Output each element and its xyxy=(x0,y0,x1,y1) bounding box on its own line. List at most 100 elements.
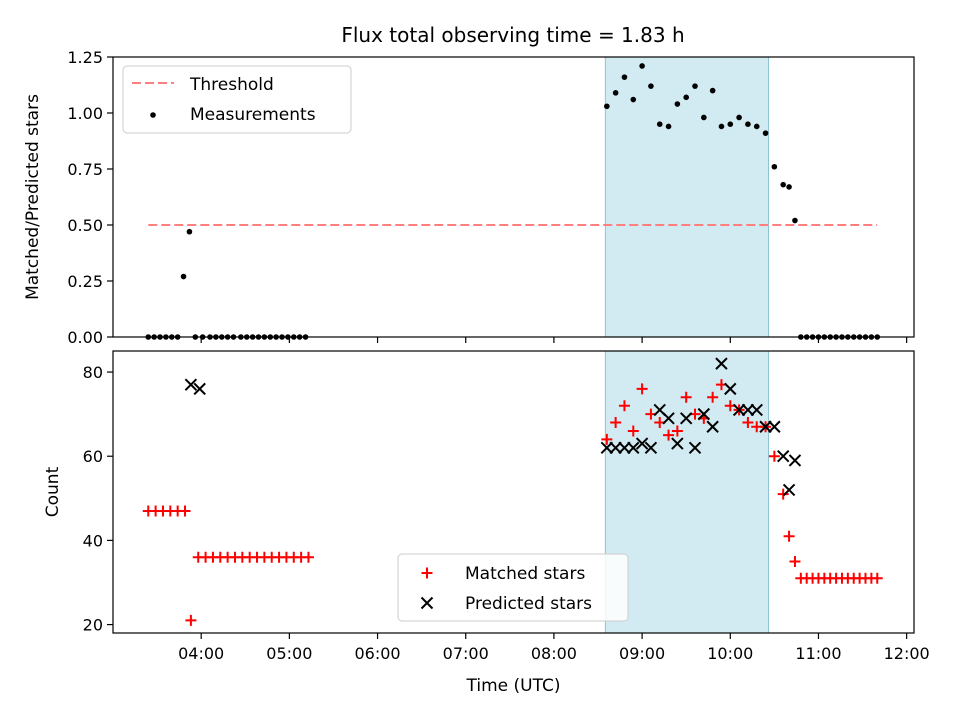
matched-star-point xyxy=(610,417,622,429)
legend-box xyxy=(122,65,352,134)
predicted-star-point xyxy=(671,437,684,450)
matched-star-point xyxy=(618,400,630,412)
matched-star-point xyxy=(871,572,883,584)
predicted-star-point xyxy=(679,412,693,425)
matched-star-point xyxy=(680,391,692,403)
y-tick-label: 20 xyxy=(83,616,103,635)
x-tick-label: 08:00 xyxy=(531,644,577,663)
matched-star-point xyxy=(768,450,780,462)
bottom-axes-frame xyxy=(112,350,915,634)
top-legend: Threshold Measurements xyxy=(122,65,352,134)
measurement-point xyxy=(786,184,792,190)
measurement-point xyxy=(639,63,645,69)
predicted-star-point xyxy=(724,382,737,396)
predicted-star-point xyxy=(741,403,755,417)
bottom-axes: 20 40 60 80 04:00 05:00 06:00 07:00 08:00 09:00 10… xyxy=(83,363,930,663)
legend-predicted-label: Predicted stars xyxy=(465,594,592,614)
legend-threshold-label: Threshold xyxy=(189,75,274,95)
measurement-point xyxy=(674,101,681,107)
predicted-star-point xyxy=(644,441,658,455)
top-axes: 0.00 0.25 0.50 0.75 1.00 1.25 xyxy=(67,48,908,347)
measurement-point xyxy=(612,90,619,96)
measurement-point xyxy=(762,130,769,136)
x-tick-label: 11:00 xyxy=(795,644,841,663)
predicted-star-point xyxy=(706,420,719,433)
x-tick-label: 05:00 xyxy=(266,644,312,663)
measurement-point xyxy=(745,121,751,127)
x-tick-label: 04:00 xyxy=(178,644,224,663)
matched-star-point xyxy=(601,433,613,445)
matched-star-point xyxy=(789,555,801,567)
top-ylabel: Matched/Predicted stars xyxy=(23,94,43,300)
measurement-point xyxy=(656,121,663,127)
measurement-point xyxy=(665,123,672,130)
matched-star-point xyxy=(783,530,795,542)
predicted-star-point xyxy=(600,441,614,455)
measurement-point xyxy=(792,217,798,224)
predicted-star-point xyxy=(618,441,631,455)
y-tick-label: 1.00 xyxy=(67,104,103,123)
measurement-point xyxy=(718,123,725,130)
bottom-ylabel: Count xyxy=(43,466,63,517)
measurement-point xyxy=(630,96,637,103)
predicted-star-point xyxy=(662,412,675,425)
y-tick-label: 0.50 xyxy=(67,216,103,235)
y-tick-label: 0.75 xyxy=(67,160,103,179)
measurement-point xyxy=(648,83,654,89)
predicted-star-point xyxy=(715,357,728,370)
predicted-star-point xyxy=(788,454,802,467)
bottom-marks xyxy=(142,351,883,633)
predicted-star-point xyxy=(782,483,796,497)
matched-star-point xyxy=(777,488,789,500)
predicted-star-point xyxy=(750,403,763,417)
y-tick-label: 0.00 xyxy=(67,328,103,347)
measurement-point xyxy=(736,114,742,121)
predicted-star-point xyxy=(732,403,746,417)
y-tick-label: 80 xyxy=(83,363,103,382)
y-tick-label: 0.25 xyxy=(67,272,103,291)
predicted-star-point xyxy=(697,407,711,421)
measurement-point xyxy=(780,181,786,188)
legend-matched-label: Matched stars xyxy=(465,564,585,584)
x-tick-label: 09:00 xyxy=(619,644,665,663)
top-observing-span xyxy=(605,57,769,337)
matched-star-point xyxy=(636,383,648,395)
measurement-point xyxy=(180,273,187,280)
predicted-star-point xyxy=(776,450,790,463)
y-tick-label: 1.25 xyxy=(67,48,103,67)
x-tick-label: 07:00 xyxy=(443,644,489,663)
predicted-star-point xyxy=(627,441,640,455)
predicted-star-point xyxy=(193,382,206,396)
measurement-point xyxy=(186,228,193,235)
y-tick-label: 40 xyxy=(83,531,103,550)
matched-star-point xyxy=(707,391,719,403)
measurement-point xyxy=(753,123,760,130)
measurement-point xyxy=(727,121,734,127)
legend-measurements-label: Measurements xyxy=(190,105,316,125)
legend-matched-swatch xyxy=(421,567,433,579)
matched-star-point xyxy=(627,425,639,437)
predicted-star-point xyxy=(759,420,772,433)
matched-star-point xyxy=(179,505,191,517)
matched-star-point xyxy=(671,425,683,437)
top-panel: 0.00 0.25 0.50 0.75 1.00 1.25 Matched/Predict… xyxy=(23,48,915,347)
matched-star-point xyxy=(302,551,314,563)
top-axes-frame xyxy=(112,56,915,338)
legend-measurements-swatch xyxy=(150,112,156,118)
predicted-star-point xyxy=(609,441,622,455)
chart-title: Flux total observing time = 1.83 h xyxy=(341,23,684,47)
measurement-point xyxy=(771,163,778,170)
measurement-point xyxy=(683,94,689,101)
bottom-panel: 20 40 60 80 04:00 05:00 06:00 07:00 08:00 09:00 10… xyxy=(43,350,930,696)
legend-box xyxy=(397,553,629,622)
measurement-point xyxy=(604,103,610,110)
measurement-point xyxy=(621,74,628,80)
measurement-point xyxy=(701,114,707,121)
predicted-star-point xyxy=(768,420,781,433)
bottom-legend: Matched stars Predicted stars xyxy=(397,553,629,622)
y-tick-label: 60 xyxy=(83,447,103,466)
x-tick-label: 12:00 xyxy=(884,644,930,663)
predicted-star-point xyxy=(688,441,702,455)
